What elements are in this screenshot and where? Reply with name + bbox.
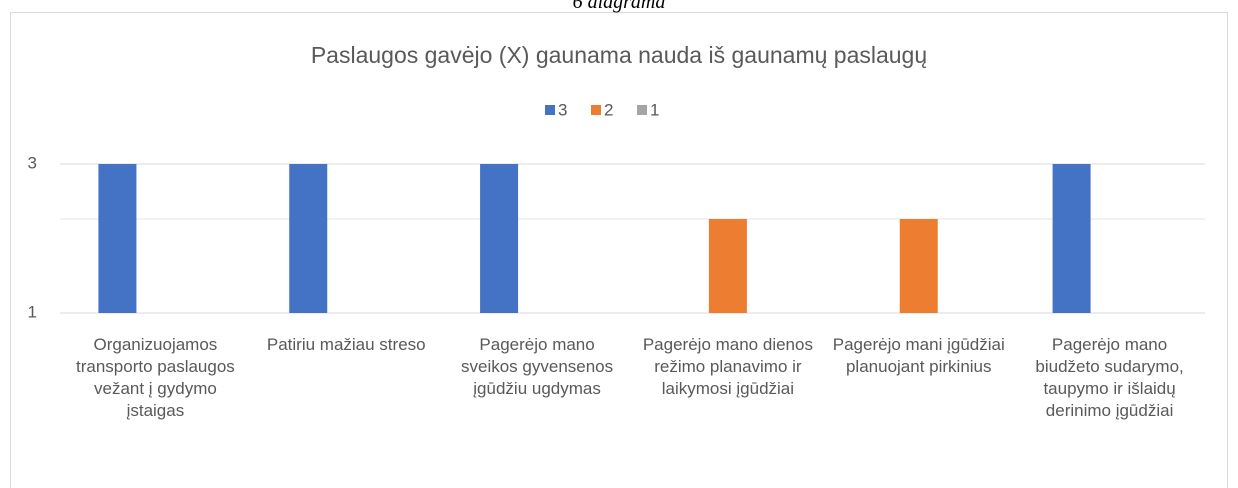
legend-label: 3 xyxy=(558,100,567,119)
caption: 6 diagrama xyxy=(572,0,666,13)
legend-swatch xyxy=(591,105,601,115)
bar xyxy=(480,164,519,313)
bar xyxy=(708,218,747,313)
y-tick-label: 3 xyxy=(28,153,37,172)
x-tick-label: Pagerėjo mano sveikos gyvensenos įgūdžiu… xyxy=(461,335,614,398)
legend-swatch xyxy=(637,105,647,115)
x-tick-label: Organizuojamos transporto paslaugos veža… xyxy=(76,335,235,420)
legend-label: 2 xyxy=(604,100,613,119)
x-tick-label: Pagerėjo mano biudžeto sudarymo, taupymo… xyxy=(1035,335,1184,420)
x-tick-label: Pagerėjo mano dienos režimo planavimo ir… xyxy=(642,335,813,398)
bar xyxy=(289,164,328,313)
legend-label: 1 xyxy=(650,100,659,119)
bar xyxy=(98,164,137,313)
legend-swatch xyxy=(545,105,555,115)
chart-frame xyxy=(10,12,1228,488)
x-tick-label: Patiriu mažiau streso xyxy=(266,335,426,354)
chart-title: Paslaugos gavėjo (X) gaunama nauda iš ga… xyxy=(311,42,927,68)
y-tick-label: 1 xyxy=(28,302,37,321)
bar xyxy=(1052,164,1091,313)
bar xyxy=(899,218,938,313)
x-tick-label: Pagerėjo mani įgūdžiai planuojant pirkin… xyxy=(832,335,1005,376)
